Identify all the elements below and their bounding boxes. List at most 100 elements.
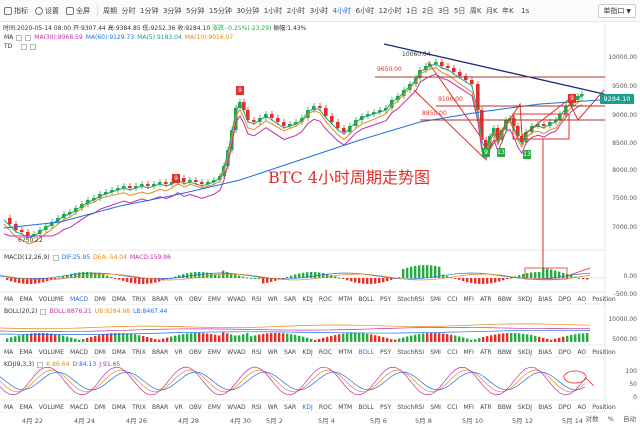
settings-icon[interactable] xyxy=(25,34,32,41)
extra-timeframe[interactable]: 1s xyxy=(521,6,530,15)
indicator-tab[interactable]: SMI xyxy=(430,403,441,411)
timeframe-option[interactable]: 3小时 xyxy=(309,6,329,15)
indicator-tab[interactable]: VOLUME xyxy=(38,348,64,356)
indicator-tab[interactable]: OBV xyxy=(188,295,202,303)
indicator-tab[interactable]: MFI xyxy=(463,295,474,303)
indicator-tab[interactable]: SKDJ xyxy=(517,403,533,411)
indicator-tab[interactable]: BBW xyxy=(497,403,512,411)
indicator-tab[interactable]: MTM xyxy=(338,295,353,303)
indicator-tab[interactable]: BBW xyxy=(497,295,512,303)
timeframe-option[interactable]: 12小时 xyxy=(378,6,402,15)
indicator-tab[interactable]: WVAD xyxy=(227,403,246,411)
indicator-tab[interactable]: RSI xyxy=(251,295,262,303)
indicator-tab[interactable]: ROC xyxy=(318,403,333,411)
indicator-tab[interactable]: WR xyxy=(267,295,278,303)
indicator-tab[interactable]: SAR xyxy=(284,348,297,356)
indicator-tab[interactable]: AO xyxy=(577,295,587,303)
indicator-tab[interactable]: DMA xyxy=(112,403,126,411)
timeframe-option[interactable]: 周K xyxy=(469,6,482,15)
indicator-tab[interactable]: MTM xyxy=(338,348,353,356)
indicator-tab[interactable]: WVAD xyxy=(227,348,246,356)
indicator-tab[interactable]: DMA xyxy=(112,348,126,356)
indicator-tab[interactable]: TRIX xyxy=(132,403,146,411)
indicator-tab[interactable]: Position xyxy=(592,348,616,356)
indicator-tab[interactable]: WVAD xyxy=(227,295,246,303)
eye-icon[interactable] xyxy=(37,361,44,368)
indicator-tab[interactable]: Position xyxy=(592,295,616,303)
indicator-tab[interactable]: SAR xyxy=(284,403,297,411)
indicator-tab[interactable]: SMI xyxy=(430,295,441,303)
indicator-tab[interactable]: BRAR xyxy=(152,348,169,356)
indicator-tab[interactable]: PSY xyxy=(380,295,392,303)
indicator-tab[interactable]: ROC xyxy=(318,348,333,356)
timeframe-option[interactable]: 1日 xyxy=(406,6,418,15)
indicator-tab[interactable]: OBV xyxy=(188,403,202,411)
indicator-tab[interactable]: SAR xyxy=(284,295,297,303)
indicator-tab[interactable]: DPO xyxy=(558,348,572,356)
indicator-tab[interactable]: StochRSI xyxy=(397,348,424,356)
indicator-tab[interactable]: DMA xyxy=(112,295,126,303)
indicator-tab[interactable]: EMV xyxy=(207,403,222,411)
indicator-tab[interactable]: MA xyxy=(4,295,14,303)
indicator-tab[interactable]: BBW xyxy=(497,348,512,356)
indicator-tab[interactable]: EMV xyxy=(207,348,222,356)
timeframe-option[interactable]: 4小时 xyxy=(332,6,352,15)
indicator-tab[interactable]: DMI xyxy=(94,295,106,303)
timeframe-option[interactable]: 周期 xyxy=(103,6,117,15)
timeframe-option[interactable]: 5分钟 xyxy=(185,6,205,15)
indicator-tab[interactable]: RSI xyxy=(251,348,262,356)
mode-select[interactable]: 单指口 ▼ xyxy=(598,4,636,18)
indicator-tab[interactable]: MFI xyxy=(463,403,474,411)
indicator-tab[interactable]: KDJ xyxy=(302,348,313,356)
indicator-tab[interactable]: VR xyxy=(174,348,183,356)
indicator-tab[interactable]: OBV xyxy=(188,348,202,356)
indicator-tab[interactable]: DMI xyxy=(94,403,106,411)
indicator-tab[interactable]: DMI xyxy=(94,348,106,356)
indicator-tab[interactable]: PSY xyxy=(380,403,392,411)
indicator-tab[interactable]: BIAS xyxy=(538,403,553,411)
eye-icon[interactable] xyxy=(21,43,28,50)
timeframe-option[interactable]: 月K xyxy=(485,6,498,15)
indicator-tab[interactable]: ATR xyxy=(480,295,492,303)
fullscreen-button[interactable]: 全屏 xyxy=(66,6,90,16)
indicator-tab[interactable]: CCI xyxy=(447,348,458,356)
timeframe-option[interactable]: 年K xyxy=(502,6,514,15)
indicator-tab[interactable]: StochRSI xyxy=(397,295,424,303)
indicator-tab[interactable]: MACD xyxy=(70,403,89,411)
settings-icon[interactable] xyxy=(30,43,37,50)
indicator-tab[interactable]: VOLUME xyxy=(38,295,64,303)
indicator-tab[interactable]: SKDJ xyxy=(517,295,533,303)
indicator-tab[interactable]: DPO xyxy=(558,295,572,303)
timeframe-option[interactable]: 1小时 xyxy=(263,6,283,15)
indicator-tab[interactable]: BRAR xyxy=(152,295,169,303)
indicator-tab[interactable]: CCI xyxy=(447,295,458,303)
indicator-tab[interactable]: BIAS xyxy=(538,348,553,356)
indicator-tab[interactable]: BIAS xyxy=(538,295,553,303)
eye-icon[interactable] xyxy=(52,254,59,261)
indicator-tab[interactable]: MACD xyxy=(70,348,89,356)
timeframe-option[interactable]: 5日 xyxy=(453,6,466,15)
timeframe-option[interactable]: 3日 xyxy=(437,6,450,15)
timeframe-option[interactable]: 3分钟 xyxy=(162,6,182,15)
auto-scale-toggle[interactable]: 自动 xyxy=(623,415,636,423)
indicator-tab[interactable]: AO xyxy=(577,403,587,411)
eye-icon[interactable] xyxy=(16,34,23,41)
indicator-tab[interactable]: EMA xyxy=(19,295,33,303)
indicator-tab[interactable]: BOLL xyxy=(358,295,374,303)
timeframe-option[interactable]: 15分钟 xyxy=(208,6,232,15)
indicator-tab[interactable]: SMI xyxy=(430,348,441,356)
timeframe-option[interactable]: 分时 xyxy=(121,6,136,15)
indicator-tab[interactable]: EMV xyxy=(207,295,222,303)
indicator-tab[interactable]: ATR xyxy=(480,348,492,356)
indicator-tab[interactable]: CCI xyxy=(447,403,458,411)
indicator-tab[interactable]: VOLUME xyxy=(38,403,64,411)
indicator-tab[interactable]: StochRSI xyxy=(397,403,424,411)
indicator-tab[interactable]: MA xyxy=(4,403,14,411)
indicator-tab[interactable]: MTM xyxy=(338,403,353,411)
indicator-tab[interactable]: VR xyxy=(174,403,183,411)
timeframe-option[interactable]: 2小时 xyxy=(286,6,306,15)
indicator-tab[interactable]: BOLL xyxy=(358,403,374,411)
indicator-tab[interactable]: DPO xyxy=(558,403,572,411)
indicator-tab[interactable]: EMA xyxy=(19,348,33,356)
